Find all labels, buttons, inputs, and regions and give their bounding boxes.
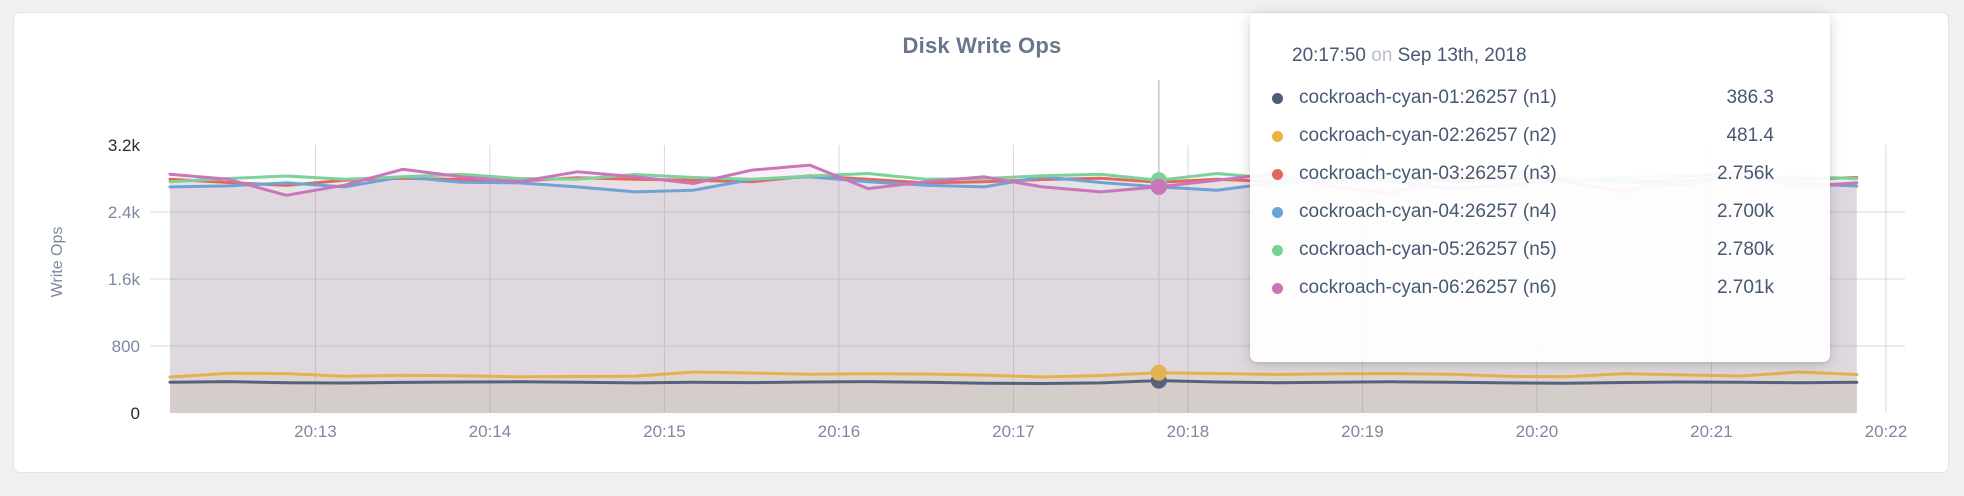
- y-tick-label: 1.6k: [108, 270, 141, 289]
- tooltip-row: cockroach-cyan-06:26257 (n6) 2.701k: [1272, 269, 1774, 307]
- axis-labels: 0 800 1.6k 2.4k 3.2k 20:13 20:14 20:15 20:16 20:1…: [108, 136, 1907, 441]
- y-tick-label: 2.4k: [108, 203, 141, 222]
- chart-tooltip: 20:17:50 on Sep 13th, 2018 cockroach-cya…: [1250, 13, 1830, 362]
- series-value: 2.701k: [1716, 277, 1774, 298]
- series-name: cockroach-cyan-04:26257 (n4): [1299, 201, 1557, 222]
- series-line: [168, 370, 1859, 379]
- series-color-dot: [1272, 92, 1283, 104]
- y-tick-label: 0: [131, 404, 140, 423]
- y-axis-label: Write Ops: [49, 227, 66, 298]
- x-tick-label: 20:19: [1341, 422, 1384, 441]
- tooltip-rows: cockroach-cyan-01:26257 (n1) 386.3 cockroa…: [1272, 79, 1774, 307]
- series-color-dot: [1272, 244, 1283, 256]
- tooltip-row: cockroach-cyan-04:26257 (n4) 2.700k: [1272, 193, 1774, 231]
- x-tick-label: 20:16: [818, 422, 861, 441]
- series-value: 481.4: [1726, 125, 1774, 146]
- x-tick-label: 20:13: [294, 422, 337, 441]
- y-tick-label: 800: [112, 337, 140, 356]
- tooltip-conjunction: on: [1371, 45, 1393, 66]
- hover-dots: [1150, 172, 1167, 389]
- tooltip-title: 20:17:50 on Sep 13th, 2018: [1292, 45, 1774, 67]
- series-area: [170, 372, 1857, 413]
- tooltip-date: Sep 13th, 2018: [1397, 45, 1527, 66]
- x-tick-label: 20:20: [1516, 422, 1559, 441]
- series-value: 386.3: [1726, 87, 1774, 108]
- series-line: [168, 379, 1859, 385]
- series-color-dot: [1272, 282, 1283, 294]
- series-name: cockroach-cyan-05:26257 (n5): [1299, 239, 1557, 260]
- series-color-dot: [1272, 206, 1283, 218]
- x-tick-label: 20:18: [1167, 422, 1210, 441]
- series-name: cockroach-cyan-01:26257 (n1): [1299, 87, 1557, 108]
- hover-point: [1150, 178, 1167, 195]
- x-tick-label: 20:15: [643, 422, 686, 441]
- series-value: 2.756k: [1716, 163, 1774, 184]
- y-tick-label: 3.2k: [108, 136, 141, 155]
- x-tick-label: 20:21: [1690, 422, 1733, 441]
- x-tick-label: 20:22: [1865, 422, 1908, 441]
- tooltip-row: cockroach-cyan-05:26257 (n5) 2.780k: [1272, 231, 1774, 269]
- chart-title: Disk Write Ops: [902, 33, 1062, 58]
- series-name: cockroach-cyan-03:26257 (n3): [1299, 163, 1557, 184]
- series-value: 2.700k: [1716, 201, 1774, 222]
- tooltip-row: cockroach-cyan-03:26257 (n3) 2.756k: [1272, 155, 1774, 193]
- series-value: 2.780k: [1716, 239, 1774, 260]
- x-tick-label: 20:17: [992, 422, 1035, 441]
- series-name: cockroach-cyan-06:26257 (n6): [1299, 277, 1557, 298]
- tooltip-time: 20:17:50: [1292, 45, 1366, 66]
- hover-point: [1150, 364, 1167, 381]
- series-color-dot: [1272, 168, 1283, 180]
- series-area: [170, 380, 1857, 413]
- tooltip-row: cockroach-cyan-02:26257 (n2) 481.4: [1272, 117, 1774, 155]
- series-name: cockroach-cyan-02:26257 (n2): [1299, 125, 1557, 146]
- tooltip-row: cockroach-cyan-01:26257 (n1) 386.3: [1272, 79, 1774, 117]
- series-color-dot: [1272, 130, 1283, 142]
- x-tick-label: 20:14: [469, 422, 512, 441]
